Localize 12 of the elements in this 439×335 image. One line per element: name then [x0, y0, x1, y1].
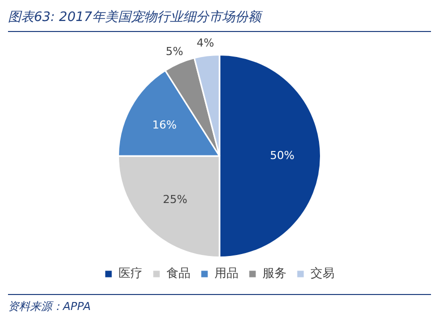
legend-label: 交易	[310, 266, 334, 280]
legend-label: 食品	[166, 266, 190, 280]
data-label: 5%	[166, 44, 184, 58]
data-label: 25%	[162, 193, 188, 206]
data-label: 50%	[270, 148, 294, 162]
legend-label: 用品	[214, 266, 238, 280]
legend-label: 服务	[262, 266, 286, 280]
text: 资料来源：APPA	[8, 294, 431, 314]
data-label: 4%	[196, 36, 214, 50]
chart-title: 图表63: 2017年美国宠物行业细分市场份额	[8, 8, 431, 32]
data-label: 16%	[152, 118, 177, 132]
legend-label: 医疗	[118, 266, 142, 280]
